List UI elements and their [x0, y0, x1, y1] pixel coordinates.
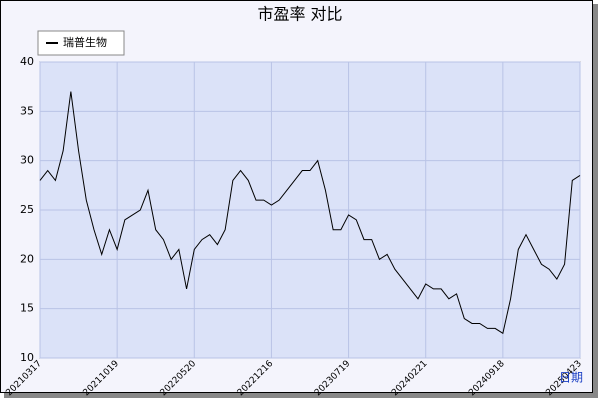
data-line [39, 91, 581, 335]
y-tick-label: 10 [20, 351, 34, 364]
x-axis-label: 日期 [559, 371, 583, 385]
y-tick-label: 25 [20, 203, 34, 216]
y-tick-label: 15 [20, 302, 34, 315]
legend-label: 瑞普生物 [63, 35, 107, 49]
y-tick-label: 40 [20, 55, 34, 68]
y-tick-label: 20 [20, 252, 34, 265]
legend: 瑞普生物 [37, 30, 125, 56]
y-tick-label: 30 [20, 154, 34, 167]
y-tick-label: 35 [20, 104, 34, 117]
shadow [4, 393, 598, 398]
shadow [593, 4, 598, 396]
chart-title: 市盈率 对比 [257, 5, 342, 24]
